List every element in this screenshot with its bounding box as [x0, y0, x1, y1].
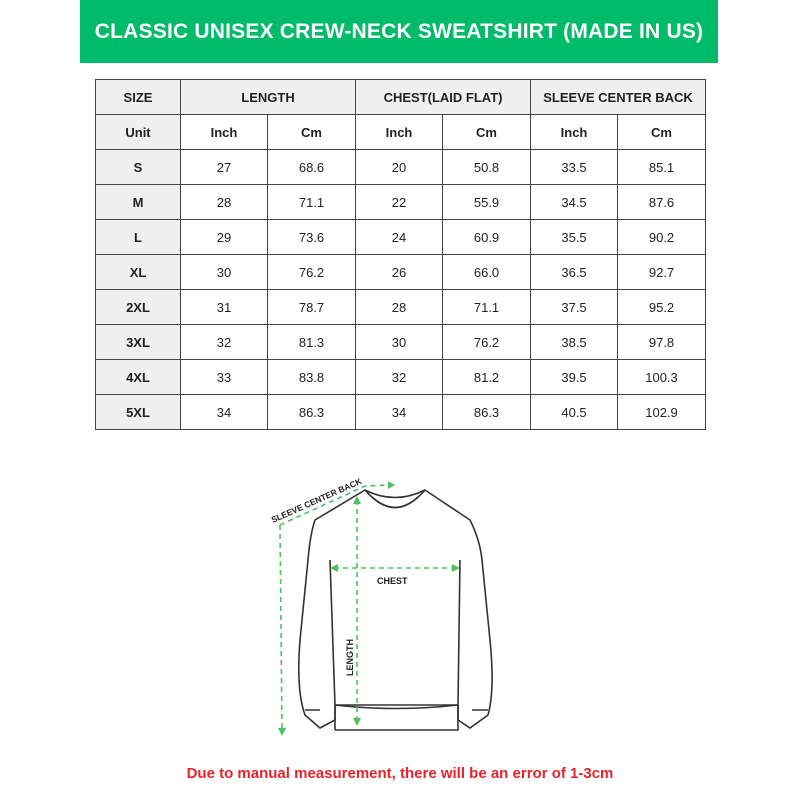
value-cell: 31 [180, 289, 268, 325]
value-cell: 71.1 [442, 289, 532, 325]
unit-cell: Cm [617, 114, 707, 150]
measure-arrows [279, 484, 456, 731]
sleeve-arrow [279, 484, 393, 526]
size-table: SIZE LENGTH CHEST(LAID FLAT) SLEEVE CENT… [95, 79, 707, 430]
size-cell: 2XL [95, 289, 181, 325]
size-cell: L [95, 219, 181, 255]
table-row: 5XL 34 86.3 34 86.3 40.5 102.9 [95, 394, 707, 430]
table-row: 2XL 31 78.7 28 71.1 37.5 95.2 [95, 289, 707, 325]
table-row: 4XL 33 83.8 32 81.2 39.5 100.3 [95, 359, 707, 395]
unit-cell: Unit [95, 114, 181, 150]
value-cell: 38.5 [530, 324, 619, 360]
value-cell: 34 [180, 394, 268, 430]
value-cell: 27 [180, 149, 268, 185]
value-cell: 55.9 [442, 184, 532, 220]
value-cell: 76.2 [442, 324, 532, 360]
value-cell: 22 [355, 184, 444, 220]
length-label: LENGTH [345, 639, 355, 676]
value-cell: 100.3 [617, 359, 707, 395]
value-cell: 39.5 [530, 359, 619, 395]
value-cell: 30 [180, 254, 268, 290]
value-cell: 71.1 [266, 184, 357, 220]
value-cell: 86.3 [266, 394, 357, 430]
sleeve-label: SLEEVE CENTER BACK [270, 476, 364, 525]
sleeve-vertical-arrow [279, 524, 283, 731]
value-cell: 92.7 [617, 254, 707, 290]
size-cell: M [95, 184, 181, 220]
value-cell: 83.8 [266, 359, 357, 395]
value-cell: 90.2 [617, 219, 707, 255]
value-cell: 29 [180, 219, 268, 255]
table-row: L 29 73.6 24 60.9 35.5 90.2 [95, 219, 707, 255]
value-cell: 26 [355, 254, 444, 290]
header-sleeve: SLEEVE CENTER BACK [530, 79, 707, 115]
value-cell: 68.6 [266, 149, 357, 185]
header-size: SIZE [95, 79, 181, 115]
unit-cell: Inch [355, 114, 444, 150]
sweatshirt-outline [297, 489, 493, 731]
size-cell: 5XL [95, 394, 181, 430]
size-cell: S [95, 149, 181, 185]
value-cell: 30 [355, 324, 444, 360]
value-cell: 86.3 [442, 394, 532, 430]
title-banner: CLASSIC UNISEX CREW-NECK SWEATSHIRT (MAD… [80, 0, 718, 63]
header-chest: CHEST(LAID FLAT) [355, 79, 532, 115]
size-cell: 4XL [95, 359, 181, 395]
value-cell: 97.8 [617, 324, 707, 360]
arrow-heads [278, 481, 460, 736]
chest-label: CHEST [377, 576, 408, 586]
table-row: S 27 68.6 20 50.8 33.5 85.1 [95, 149, 707, 185]
value-cell: 87.6 [617, 184, 707, 220]
value-cell: 24 [355, 219, 444, 255]
value-cell: 95.2 [617, 289, 707, 325]
value-cell: 85.1 [617, 149, 707, 185]
measurement-note: Due to manual measurement, there will be… [186, 765, 614, 782]
value-cell: 34 [355, 394, 444, 430]
value-cell: 33.5 [530, 149, 619, 185]
value-cell: 40.5 [530, 394, 619, 430]
value-cell: 102.9 [617, 394, 707, 430]
header-row: SIZE LENGTH CHEST(LAID FLAT) SLEEVE CENT… [95, 79, 707, 115]
value-cell: 28 [355, 289, 444, 325]
unit-cell: Cm [266, 114, 357, 150]
